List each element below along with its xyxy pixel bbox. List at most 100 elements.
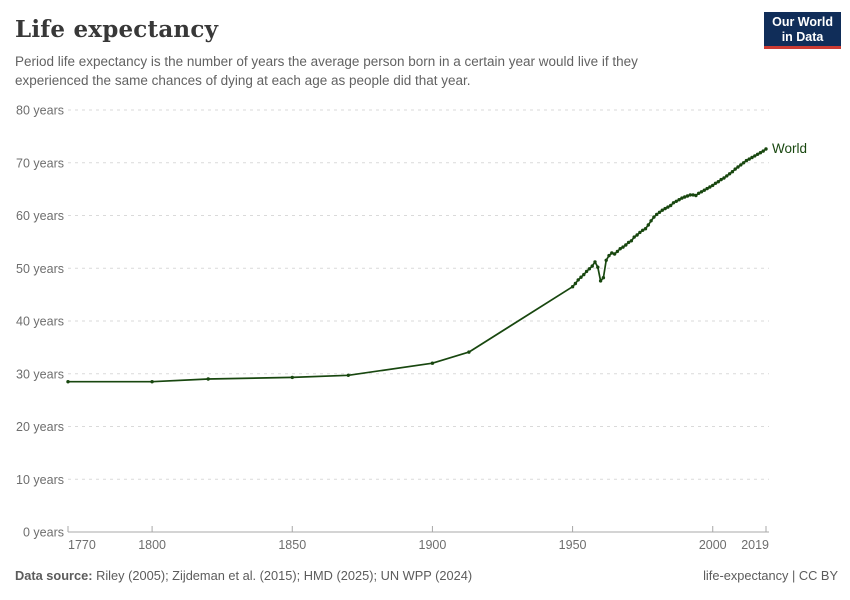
series-point (290, 375, 294, 380)
x-tick-label: 2000 (699, 538, 727, 552)
series-point (663, 206, 667, 211)
series-point (716, 180, 720, 184)
series-point (744, 158, 749, 163)
data-source-note: Data source: Riley (2005); Zijdeman et a… (15, 568, 472, 583)
series-point (725, 174, 729, 178)
data-source-text: Riley (2005); Zijdeman et al. (2015); HM… (92, 568, 473, 583)
series-point (632, 235, 636, 239)
series-point (584, 269, 589, 274)
series-point (618, 247, 622, 251)
series-point (615, 249, 620, 254)
series-point (666, 205, 670, 209)
series-point (601, 276, 606, 280)
series-point (638, 230, 642, 235)
series-point (596, 265, 600, 269)
y-tick-label: 50 years (16, 262, 64, 276)
series-point (604, 258, 608, 262)
series-point (598, 279, 603, 283)
chart-subtitle: Period life expectancy is the number of … (15, 54, 638, 88)
series-point (699, 190, 704, 194)
series-point (733, 167, 737, 171)
series-point (621, 245, 625, 249)
series-point (587, 267, 592, 271)
series-point (711, 183, 715, 188)
y-tick-label: 0 years (23, 526, 64, 540)
series-point (722, 176, 726, 180)
y-tick-label: 80 years (16, 104, 64, 118)
series-point (573, 281, 578, 286)
x-tick-label: 1850 (278, 538, 306, 552)
series-point (764, 147, 768, 151)
series-point (346, 373, 350, 377)
series-point (593, 260, 597, 264)
series-point (697, 191, 701, 195)
owid-logo-line1: Our World (772, 15, 833, 29)
series-point (680, 196, 684, 200)
series-point (730, 170, 735, 174)
series-point (708, 185, 712, 189)
series-point (750, 155, 754, 160)
series-point (607, 253, 611, 258)
series-point (713, 181, 718, 185)
series-point (467, 350, 471, 354)
series-point (719, 177, 723, 182)
series-point (629, 239, 634, 243)
series-point (702, 188, 706, 192)
series-point (683, 195, 687, 199)
series-point (635, 233, 639, 237)
series-point (576, 278, 580, 282)
series-point (646, 223, 650, 227)
series-point (761, 149, 765, 153)
series-point (582, 272, 586, 277)
series-point (727, 172, 732, 176)
series-point (758, 151, 763, 155)
y-tick-label: 70 years (16, 156, 64, 170)
series-point (430, 361, 435, 365)
series-point (677, 198, 681, 202)
series-end-label-world: World (772, 141, 807, 156)
y-tick-label: 20 years (16, 420, 64, 434)
series-point (652, 215, 656, 219)
series-point (669, 203, 673, 208)
owid-logo[interactable]: Our World in Data (764, 12, 841, 49)
series-point (688, 193, 692, 197)
y-tick-label: 10 years (16, 473, 64, 487)
series-point (657, 210, 662, 214)
x-tick-label: 2019 (741, 538, 769, 552)
x-tick-label: 1900 (419, 538, 447, 552)
series-point (747, 157, 751, 161)
chart-footer: Data source: Riley (2005); Zijdeman et a… (15, 568, 838, 583)
series-point (655, 212, 659, 217)
series-point (570, 285, 575, 289)
y-tick-label: 30 years (16, 367, 64, 381)
series-point (649, 219, 653, 223)
series-point (671, 201, 676, 205)
series-point (579, 275, 583, 279)
series-point (736, 165, 740, 169)
series-point (612, 252, 617, 256)
owid-logo-line2: in Data (781, 29, 824, 44)
series-point (66, 380, 70, 384)
series-point (590, 264, 594, 268)
x-tick-label: 1770 (68, 538, 96, 552)
x-tick-label: 1800 (138, 538, 166, 552)
series-point (150, 380, 154, 384)
series-point (753, 154, 757, 158)
series-point (674, 199, 678, 203)
series-point (624, 243, 628, 247)
y-tick-label: 40 years (16, 315, 64, 329)
page-title: Life expectancy (15, 16, 219, 43)
series-point (691, 193, 695, 197)
series-point (641, 228, 645, 232)
series-point (626, 240, 631, 245)
series-point (705, 186, 709, 191)
series-point (739, 163, 743, 167)
footer-citation: life-expectancy | CC BY (703, 568, 838, 583)
series-point (660, 208, 664, 212)
series-point (741, 161, 746, 165)
x-tick-label: 1950 (559, 538, 587, 552)
data-source-label: Data source: (15, 568, 93, 583)
series-point (694, 193, 698, 198)
